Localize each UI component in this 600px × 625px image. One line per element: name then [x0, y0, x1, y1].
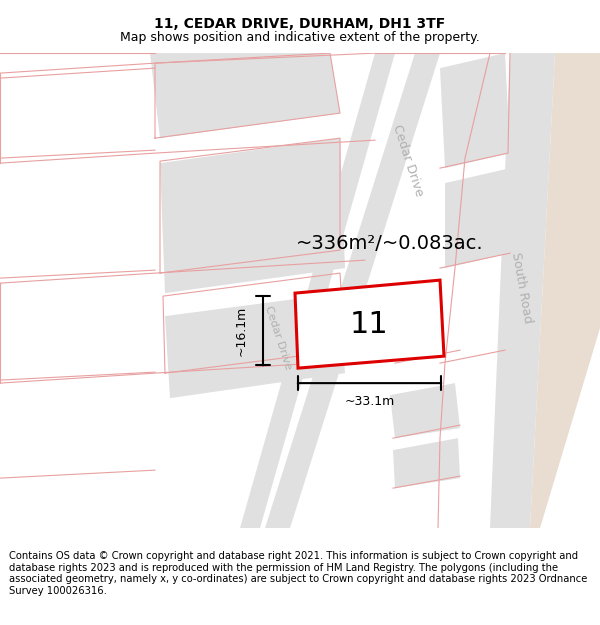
Text: ~33.1m: ~33.1m [344, 394, 395, 408]
Text: 11, CEDAR DRIVE, DURHAM, DH1 3TF: 11, CEDAR DRIVE, DURHAM, DH1 3TF [154, 18, 446, 31]
Text: Contains OS data © Crown copyright and database right 2021. This information is : Contains OS data © Crown copyright and d… [9, 551, 587, 596]
Text: Map shows position and indicative extent of the property.: Map shows position and indicative extent… [120, 31, 480, 44]
Polygon shape [445, 168, 510, 268]
Polygon shape [390, 383, 460, 438]
Polygon shape [165, 293, 345, 398]
Text: Cedar Drive: Cedar Drive [263, 305, 293, 371]
Polygon shape [240, 53, 395, 528]
Text: South Road: South Road [509, 252, 535, 324]
Polygon shape [490, 53, 555, 528]
Polygon shape [150, 53, 340, 138]
Text: Cedar Drive: Cedar Drive [390, 122, 426, 198]
Polygon shape [160, 138, 345, 293]
Text: ~16.1m: ~16.1m [235, 306, 248, 356]
Text: ~336m²/~0.083ac.: ~336m²/~0.083ac. [296, 234, 484, 253]
Polygon shape [530, 53, 600, 528]
Polygon shape [265, 53, 440, 528]
Text: 11: 11 [350, 310, 389, 339]
Polygon shape [440, 53, 510, 168]
Polygon shape [393, 438, 460, 488]
Polygon shape [295, 280, 444, 368]
